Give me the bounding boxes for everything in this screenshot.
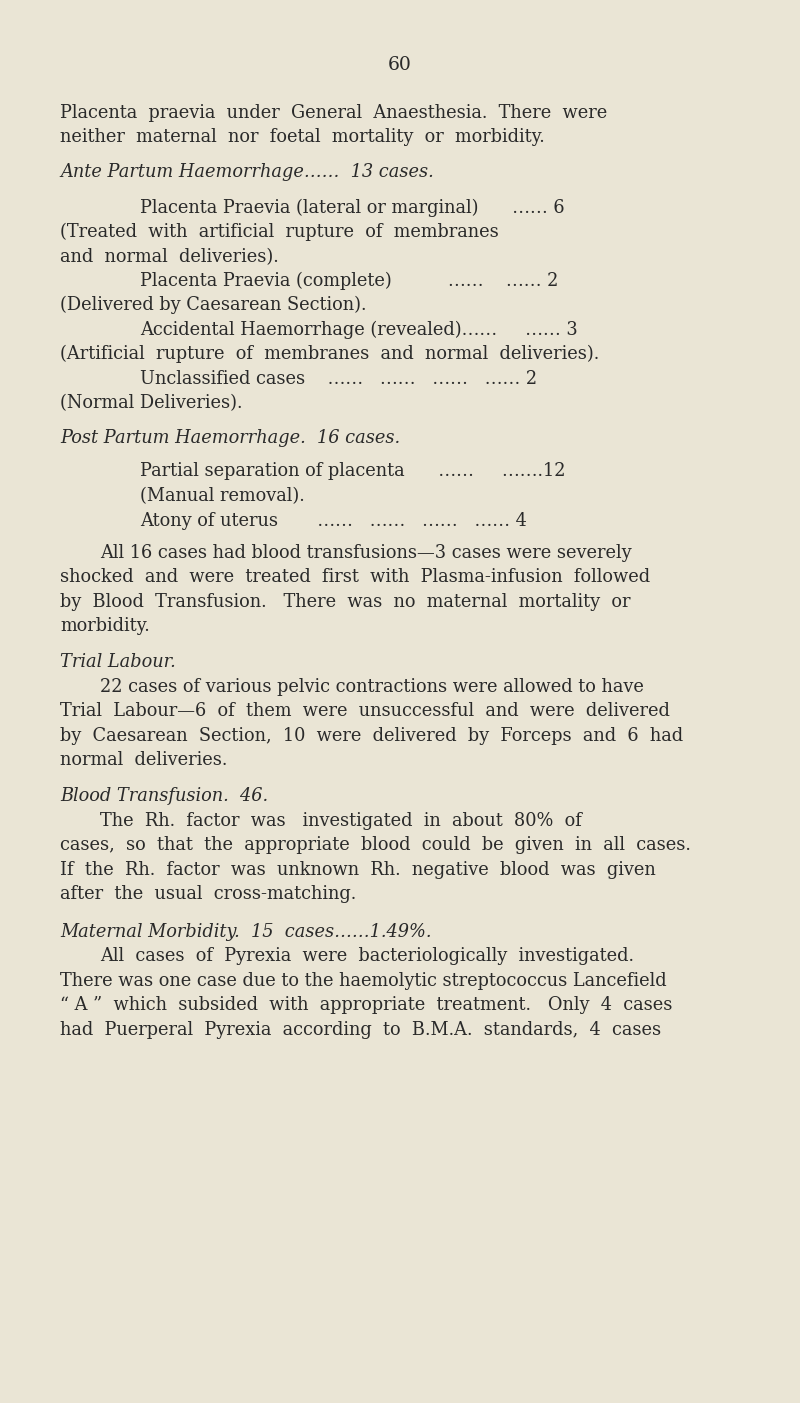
Text: by  Caesarean  Section,  10  were  delivered  by  Forceps  and  6  had: by Caesarean Section, 10 were delivered … (60, 727, 683, 745)
Text: and  normal  deliveries).: and normal deliveries). (60, 248, 278, 265)
Text: (Treated  with  artificial  rupture  of  membranes: (Treated with artificial rupture of memb… (60, 223, 498, 241)
Text: by  Blood  Transfusion.   There  was  no  maternal  mortality  or: by Blood Transfusion. There was no mater… (60, 593, 630, 610)
Text: “ A ”  which  subsided  with  appropriate  treatment.   Only  4  cases: “ A ” which subsided with appropriate tr… (60, 996, 672, 1014)
Text: Trial  Labour—6  of  them  were  unsuccessful  and  were  delivered: Trial Labour—6 of them were unsuccessful… (60, 703, 670, 720)
Text: Trial Labour.: Trial Labour. (60, 654, 176, 671)
Text: Blood Transfusion.  46.: Blood Transfusion. 46. (60, 787, 268, 805)
Text: after  the  usual  cross-matching.: after the usual cross-matching. (60, 885, 356, 904)
Text: cases,  so  that  the  appropriate  blood  could  be  given  in  all  cases.: cases, so that the appropriate blood cou… (60, 836, 691, 854)
Text: neither  maternal  nor  foetal  mortality  or  morbidity.: neither maternal nor foetal mortality or… (60, 129, 545, 146)
Text: Partial separation of placenta      ……     …….12: Partial separation of placenta …… …….12 (140, 463, 566, 480)
Text: The  Rh.  factor  was   investigated  in  about  80%  of: The Rh. factor was investigated in about… (100, 812, 582, 829)
Text: Unclassified cases    ……   ……   ……   …… 2: Unclassified cases …… …… …… …… 2 (140, 370, 537, 387)
Text: Placenta  praevia  under  General  Anaesthesia.  There  were: Placenta praevia under General Anaesthes… (60, 104, 607, 122)
Text: Ante Partum Haemorrhage……  13 cases.: Ante Partum Haemorrhage…… 13 cases. (60, 163, 434, 181)
Text: Placenta Praevia (complete)          ……    …… 2: Placenta Praevia (complete) …… …… 2 (140, 271, 558, 290)
Text: normal  deliveries.: normal deliveries. (60, 752, 227, 769)
Text: Post Partum Haemorrhage.  16 cases.: Post Partum Haemorrhage. 16 cases. (60, 429, 400, 446)
Text: Maternal Morbidity.  15  cases……1.49%.: Maternal Morbidity. 15 cases……1.49%. (60, 923, 431, 940)
Text: had  Puerperal  Pyrexia  according  to  B.M.A.  standards,  4  cases: had Puerperal Pyrexia according to B.M.A… (60, 1021, 661, 1038)
Text: (Manual removal).: (Manual removal). (140, 487, 305, 505)
Text: shocked  and  were  treated  first  with  Plasma-infusion  followed: shocked and were treated first with Plas… (60, 568, 650, 586)
Text: Atony of uterus       ……   ……   ……   …… 4: Atony of uterus …… …… …… …… 4 (140, 512, 527, 529)
Text: If  the  Rh.  factor  was  unknown  Rh.  negative  blood  was  given: If the Rh. factor was unknown Rh. negati… (60, 861, 656, 878)
Text: morbidity.: morbidity. (60, 617, 150, 636)
Text: 22 cases of various pelvic contractions were allowed to have: 22 cases of various pelvic contractions … (100, 678, 644, 696)
Text: There was one case due to the haemolytic streptococcus Lancefield: There was one case due to the haemolytic… (60, 972, 666, 989)
Text: Accidental Haemorrhage (revealed)……     …… 3: Accidental Haemorrhage (revealed)…… …… 3 (140, 320, 578, 340)
Text: (Delivered by Caesarean Section).: (Delivered by Caesarean Section). (60, 296, 366, 314)
Text: Placenta Praevia (lateral or marginal)      …… 6: Placenta Praevia (lateral or marginal) …… (140, 198, 565, 217)
Text: All  cases  of  Pyrexia  were  bacteriologically  investigated.: All cases of Pyrexia were bacteriologica… (100, 947, 634, 965)
Text: (Normal Deliveries).: (Normal Deliveries). (60, 394, 242, 412)
Text: All 16 cases had blood transfusions—3 cases were severely: All 16 cases had blood transfusions—3 ca… (100, 544, 632, 561)
Text: 60: 60 (388, 56, 412, 74)
Text: (Artificial  rupture  of  membranes  and  normal  deliveries).: (Artificial rupture of membranes and nor… (60, 345, 599, 363)
